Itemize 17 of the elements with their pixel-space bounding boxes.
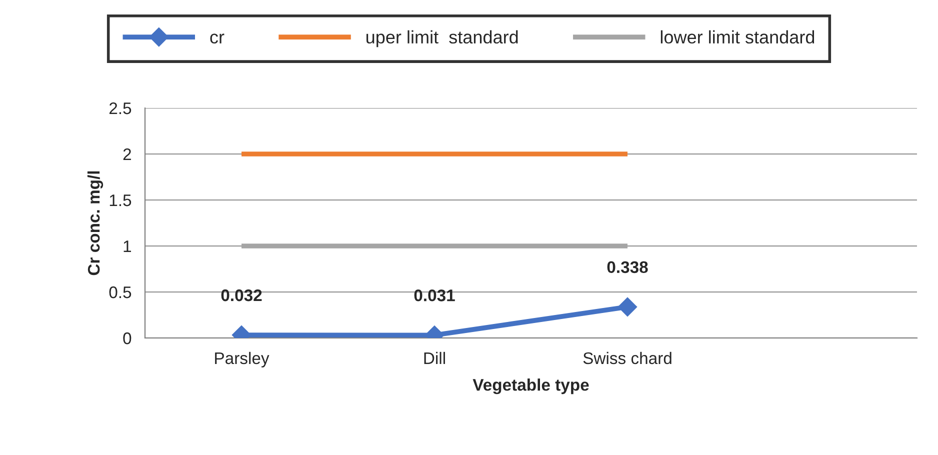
legend-label: cr <box>210 34 224 44</box>
y-tick-label: 1.5 <box>110 194 132 206</box>
y-tick-label: 1 <box>124 240 131 252</box>
x-tick-label: Parsley <box>215 352 270 368</box>
legend-label: uper limit standard <box>366 30 518 48</box>
y-tick-label: 0.5 <box>109 286 132 298</box>
legend-label: lower limit standard <box>660 30 814 44</box>
y-tick-label: 0 <box>123 332 132 344</box>
x-tick-label: Dill <box>424 352 445 364</box>
data-label: 0.338 <box>607 261 648 274</box>
data-label: 0.031 <box>414 289 455 302</box>
data-label: 0.032 <box>221 289 262 302</box>
y-axis-title: Cr conc. mg/l <box>87 171 104 276</box>
y-tick-label: 2.5 <box>109 102 132 114</box>
x-tick-label: Swiss chard <box>583 352 672 364</box>
y-tick-label: 2 <box>123 148 131 160</box>
x-axis-title: Vegetable type <box>472 378 589 394</box>
